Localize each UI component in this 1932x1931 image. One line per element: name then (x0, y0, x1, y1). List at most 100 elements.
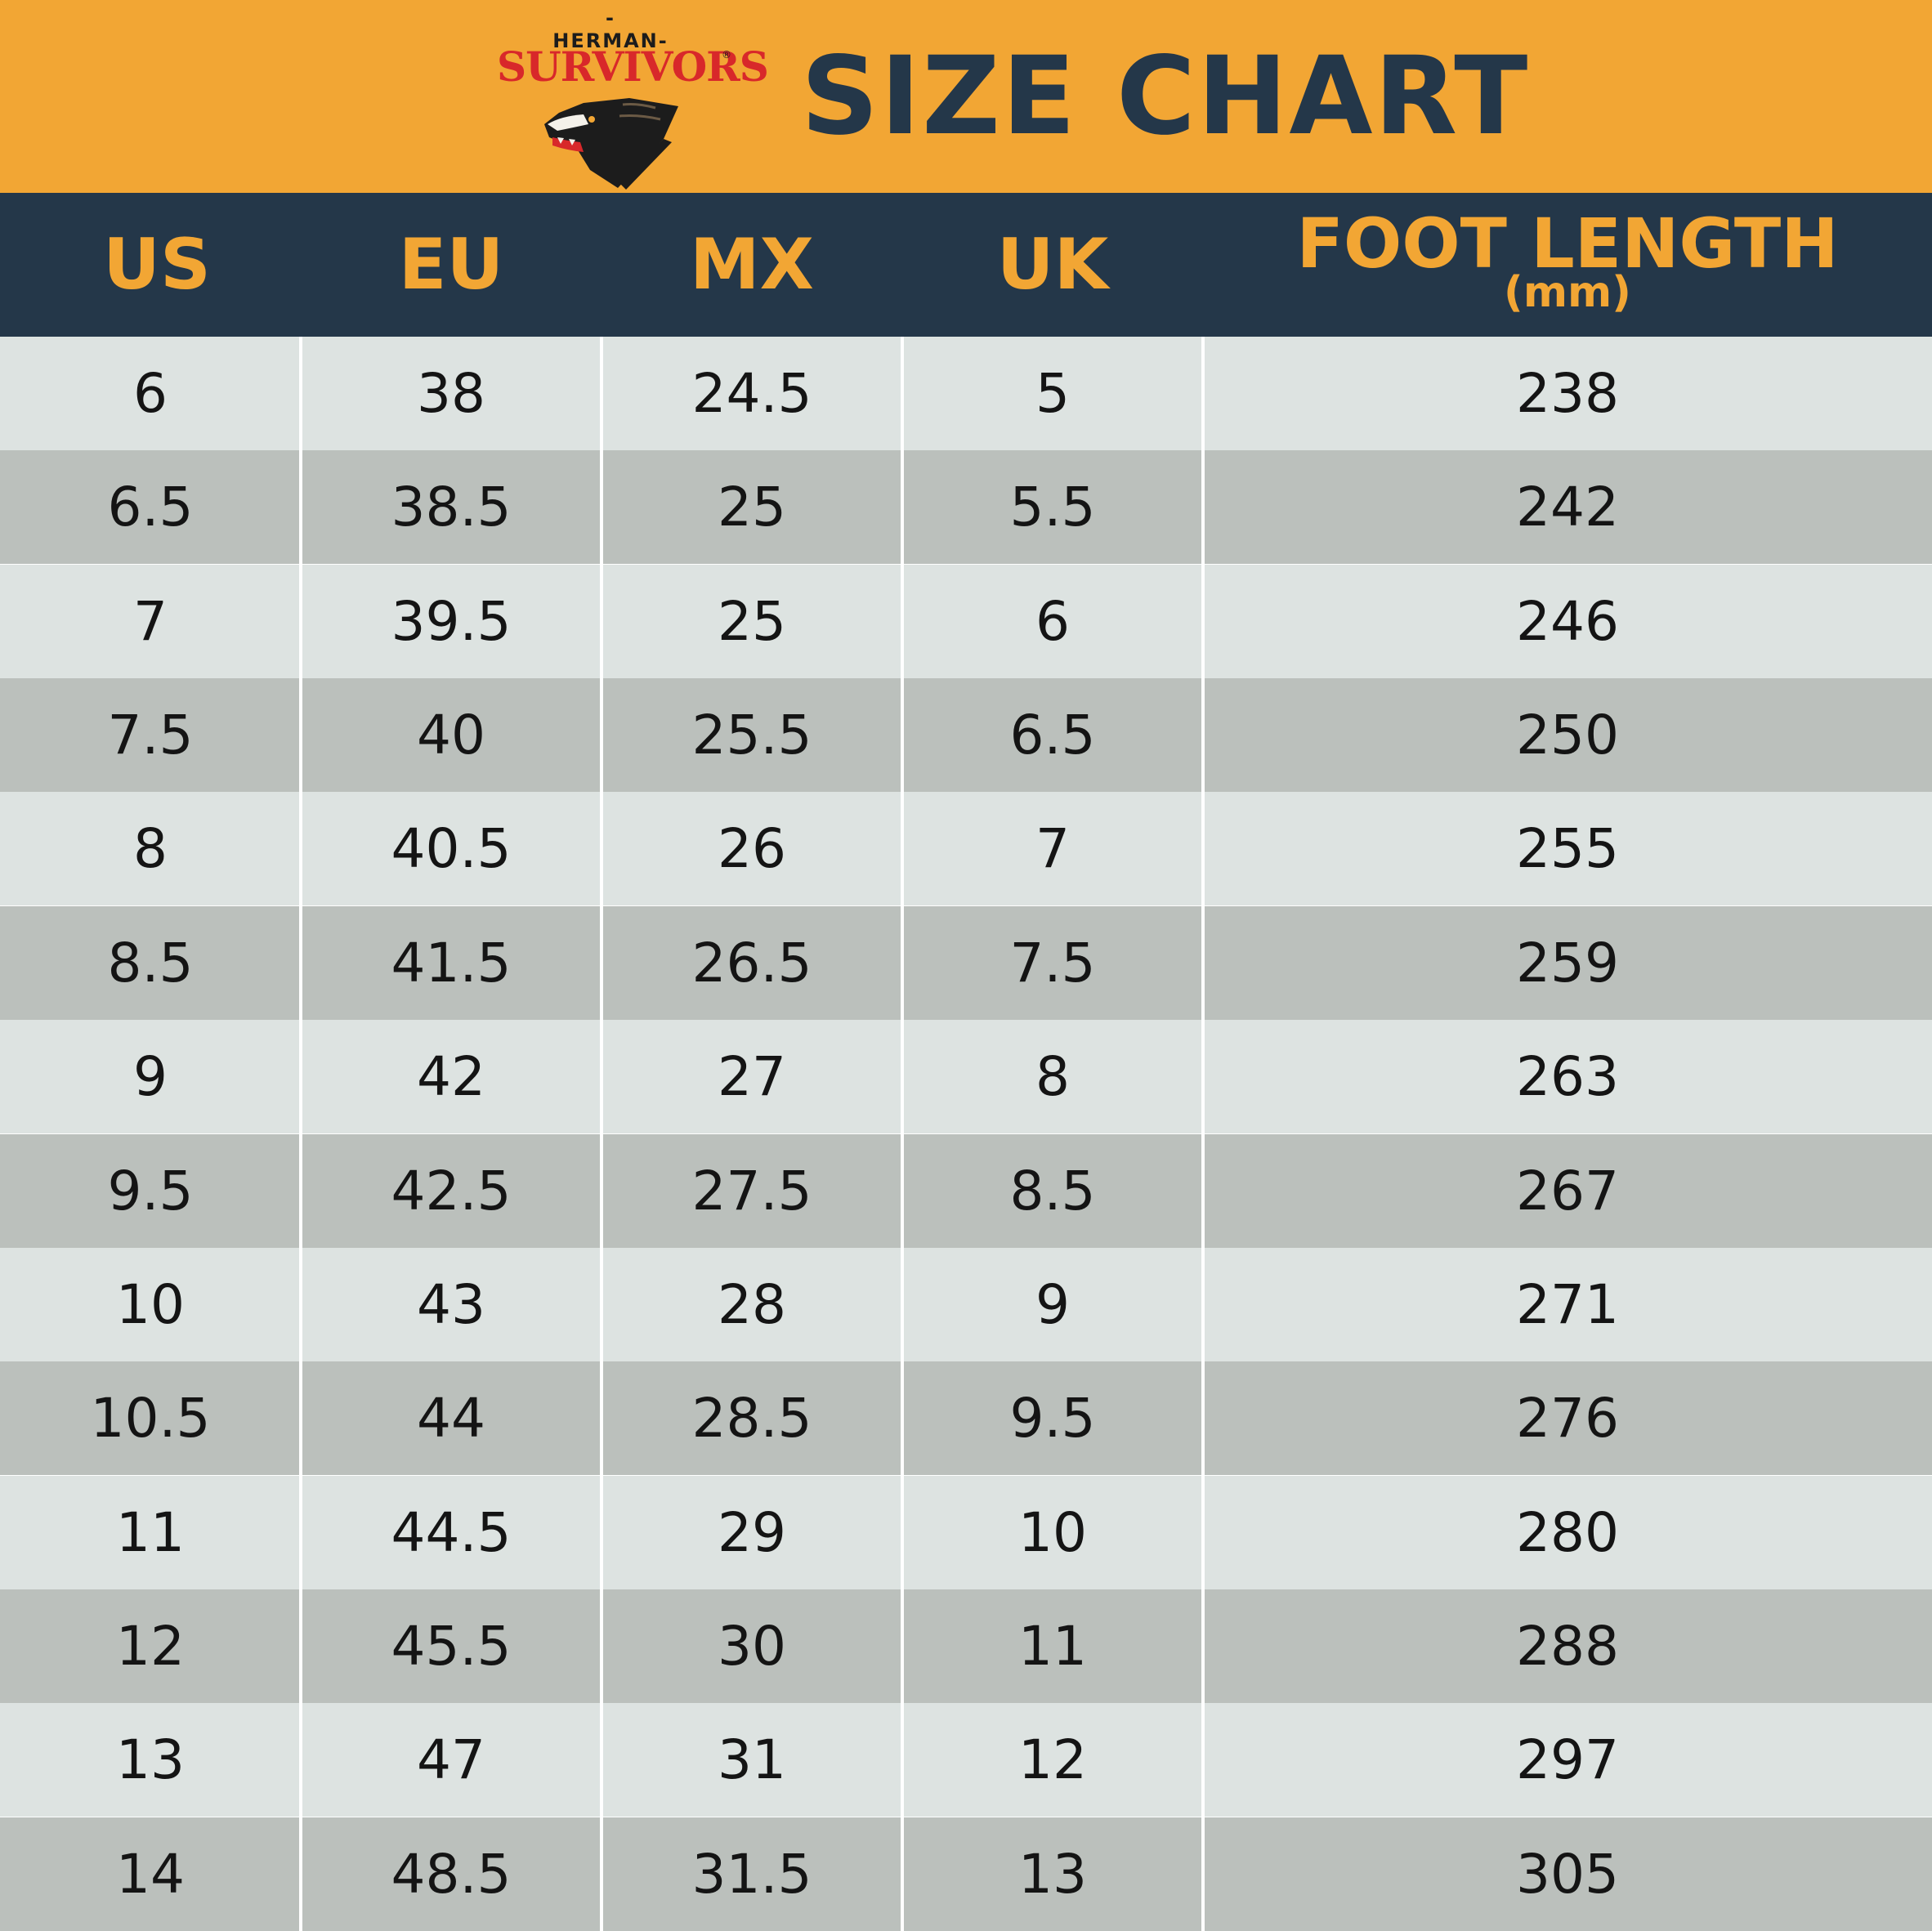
cell-us: 6.5 (107, 476, 194, 539)
cell-foot-length: 280 (1516, 1500, 1619, 1564)
brand-name: SURVIVORS (497, 42, 769, 91)
table-row: 6.5 38.5 25 5.5 242 (0, 450, 1932, 565)
cell-uk: 5 (1035, 362, 1070, 425)
table-row: 8.5 41.5 26.5 7.5 259 (0, 905, 1932, 1020)
page-title: SIZE CHART (801, 34, 1530, 159)
cell-foot-length: 246 (1516, 589, 1619, 653)
table-row: 6 38 24.5 5 238 (0, 337, 1932, 450)
cell-foot-length: 271 (1516, 1272, 1619, 1336)
cell-foot-length: 263 (1516, 1045, 1619, 1109)
cell-us: 6 (133, 362, 168, 425)
cell-eu: 38 (417, 362, 485, 425)
cell-foot-length: 255 (1516, 817, 1619, 881)
table-row: 13 47 31 12 297 (0, 1703, 1932, 1817)
cell-foot-length: 305 (1516, 1842, 1619, 1906)
cell-mx: 29 (718, 1500, 786, 1564)
cell-uk: 9.5 (1009, 1387, 1096, 1450)
brand-top-word: -HERMAN- (552, 7, 669, 52)
cell-mx: 24.5 (691, 362, 812, 425)
cell-eu: 42.5 (391, 1159, 512, 1223)
cell-uk: 9 (1035, 1272, 1070, 1336)
title-band: -HERMAN- SURVIVORS ® SIZE CHART (0, 0, 1932, 193)
cell-us: 10 (116, 1272, 185, 1336)
cell-eu: 39.5 (391, 589, 512, 653)
cell-eu: 42 (417, 1045, 485, 1109)
cell-mx: 27 (718, 1045, 786, 1109)
cell-us: 7.5 (107, 704, 194, 767)
column-header-label: EU (398, 224, 504, 306)
registered-mark: ® (722, 49, 731, 60)
column-divider (901, 337, 904, 1931)
table-header: US EU MX UK FOOT LENGTH (mm) (0, 193, 1932, 337)
cell-uk: 7 (1035, 817, 1070, 881)
cell-mx: 25.5 (691, 704, 812, 767)
bear-head-logo-icon (544, 98, 678, 190)
cell-us: 9 (133, 1045, 168, 1109)
cell-eu: 45.5 (391, 1614, 512, 1678)
column-header-label: MX (690, 224, 814, 306)
cell-us: 13 (116, 1728, 185, 1792)
cell-foot-length: 267 (1516, 1159, 1619, 1223)
cell-mx: 27.5 (691, 1159, 812, 1223)
table-row: 7 39.5 25 6 246 (0, 564, 1932, 678)
table-row: 10.5 44 28.5 9.5 276 (0, 1361, 1932, 1476)
table-row: 9.5 42.5 27.5 8.5 267 (0, 1133, 1932, 1248)
cell-eu: 43 (417, 1272, 485, 1336)
cell-uk: 13 (1018, 1842, 1087, 1906)
cell-foot-length: 276 (1516, 1387, 1619, 1450)
cell-mx: 31 (718, 1728, 786, 1792)
cell-eu: 41.5 (391, 931, 512, 995)
column-header-uk: UK (902, 193, 1203, 337)
column-header-us: US (0, 193, 314, 337)
cell-mx: 28.5 (691, 1387, 812, 1450)
cell-us: 14 (116, 1842, 185, 1906)
cell-mx: 28 (718, 1272, 786, 1336)
table-row: 14 48.5 31.5 13 305 (0, 1817, 1932, 1931)
cell-us: 10.5 (90, 1387, 211, 1450)
column-header-mx: MX (602, 193, 902, 337)
column-header-label: FOOT LENGTH (1296, 203, 1839, 284)
column-header-label: UK (996, 224, 1109, 306)
cell-mx: 25 (718, 589, 786, 653)
cell-uk: 12 (1018, 1728, 1087, 1792)
cell-uk: 7.5 (1009, 931, 1096, 995)
brand-logo: -HERMAN- SURVIVORS ® (490, 7, 769, 190)
cell-mx: 26.5 (691, 931, 812, 995)
cell-us: 11 (116, 1500, 185, 1564)
cell-uk: 8.5 (1009, 1159, 1096, 1223)
cell-us: 7 (133, 589, 168, 653)
column-header-eu: EU (301, 193, 602, 337)
column-divider (299, 337, 302, 1931)
table-row: 8 40.5 26 7 255 (0, 792, 1932, 906)
table-row: 11 44.5 29 10 280 (0, 1475, 1932, 1589)
cell-eu: 44.5 (391, 1500, 512, 1564)
cell-us: 12 (116, 1614, 185, 1678)
cell-us: 8.5 (107, 931, 194, 995)
cell-eu: 48.5 (391, 1842, 512, 1906)
table-row: 7.5 40 25.5 6.5 250 (0, 678, 1932, 793)
table-row: 10 43 28 9 271 (0, 1247, 1932, 1361)
cell-uk: 8 (1035, 1045, 1070, 1109)
cell-us: 8 (133, 817, 168, 881)
cell-foot-length: 250 (1516, 704, 1619, 767)
cell-uk: 5.5 (1009, 476, 1096, 539)
column-header-unit: (mm) (1504, 268, 1631, 317)
cell-mx: 31.5 (691, 1842, 812, 1906)
cell-eu: 47 (417, 1728, 485, 1792)
cell-foot-length: 297 (1516, 1728, 1619, 1792)
cell-foot-length: 288 (1516, 1614, 1619, 1678)
size-table-body: 6 38 24.5 5 238 6.5 38.5 25 5.5 242 7 39.5 25 6 246 7.5… (0, 337, 1932, 1931)
cell-foot-length: 242 (1516, 476, 1619, 539)
cell-foot-length: 238 (1516, 362, 1619, 425)
table-row: 9 42 27 8 263 (0, 1020, 1932, 1134)
cell-uk: 11 (1018, 1614, 1087, 1678)
column-divider (1201, 337, 1205, 1931)
cell-eu: 44 (417, 1387, 485, 1450)
cell-uk: 10 (1018, 1500, 1087, 1564)
cell-mx: 30 (718, 1614, 786, 1678)
cell-us: 9.5 (107, 1159, 194, 1223)
cell-uk: 6.5 (1009, 704, 1096, 767)
cell-eu: 40.5 (391, 817, 512, 881)
cell-uk: 6 (1035, 589, 1070, 653)
column-header-label: US (103, 224, 211, 306)
